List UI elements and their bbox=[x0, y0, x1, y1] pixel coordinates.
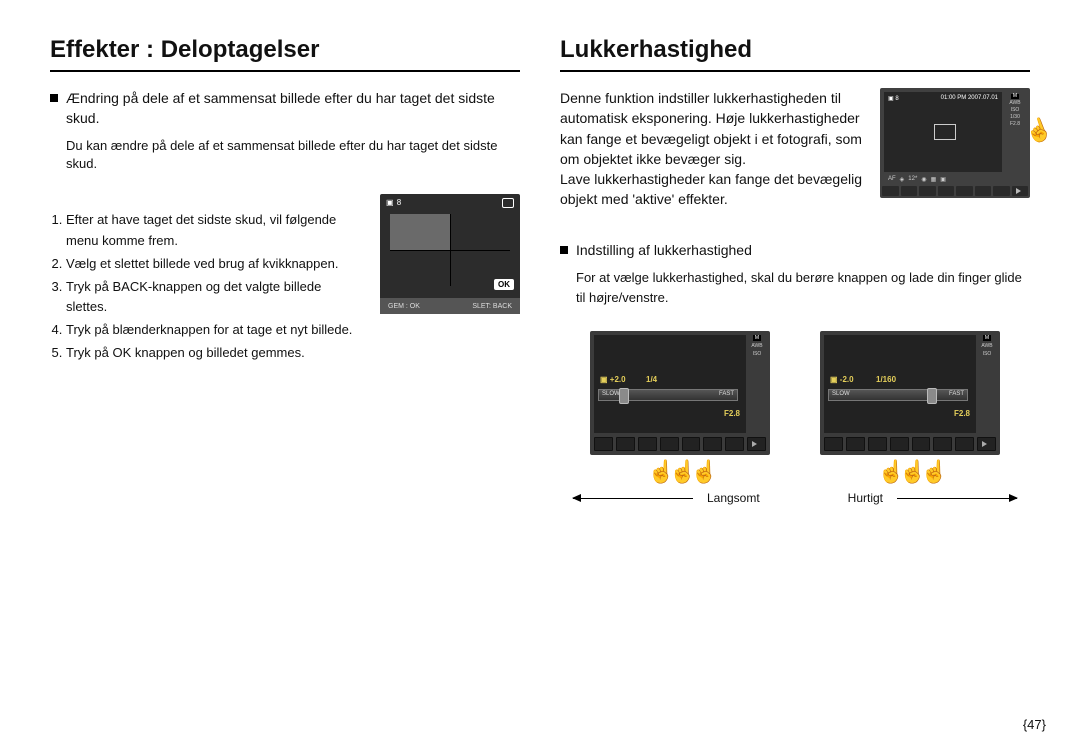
side-indicator: M bbox=[983, 335, 991, 341]
mock-top-label: ▣ 8 bbox=[386, 198, 402, 207]
right-column: Lukkerhastighed Denne funktion indstille… bbox=[550, 36, 1050, 726]
shutter-value: 1/160 bbox=[876, 375, 896, 384]
list-item: Tryk på BACK-knappen og det valgte bille… bbox=[66, 277, 366, 319]
mock-button-row bbox=[594, 437, 766, 451]
status-item: AF bbox=[888, 176, 896, 182]
composite-grid bbox=[390, 214, 510, 286]
arrow-right-icon bbox=[897, 498, 1017, 499]
left-lead-text: Ændring på dele af et sammensat billede … bbox=[66, 88, 520, 129]
aperture-value: F2.8 bbox=[954, 409, 970, 418]
side-indicator: ISO bbox=[753, 351, 762, 357]
left-column: Effekter : Deloptagelser Ændring på dele… bbox=[50, 36, 550, 726]
side-indicator: AWB bbox=[751, 343, 762, 349]
mock-button-row bbox=[824, 437, 996, 451]
arrow-left-icon bbox=[573, 498, 693, 499]
mock-side-indicators: M AWB ISO 1/30 F2.8 bbox=[1004, 92, 1026, 172]
slider-mocks-row: M AWB ISO ▣ +2.0 1/4 SLOW FAST F2.8 bbox=[560, 331, 1030, 485]
camera-screen-mock-left: ▣ 8 OK GEM : OK SLET: BACK bbox=[380, 194, 520, 314]
camera-slider-mock-fast: M AWB ISO ▣ -2.0 1/160 SLOW FAST F2.8 bbox=[820, 331, 1000, 485]
fast-caption: Hurtigt bbox=[848, 491, 883, 505]
left-heading: Effekter : Deloptagelser bbox=[50, 36, 520, 72]
square-bullet-icon bbox=[50, 94, 58, 102]
slider-thumb bbox=[619, 388, 629, 404]
bottom-right-label: SLET: BACK bbox=[472, 303, 512, 310]
shutter-slider-bar: SLOW FAST bbox=[598, 389, 738, 401]
side-indicator: F2.8 bbox=[1010, 122, 1020, 127]
right-heading: Lukkerhastighed bbox=[560, 36, 1030, 72]
list-item: Tryk på OK knappen og billedet gemmes. bbox=[66, 343, 366, 364]
mock-top-right: 01:00 PM 2007.07.01 bbox=[941, 95, 998, 102]
camera-slider-mock-slow: M AWB ISO ▣ +2.0 1/4 SLOW FAST F2.8 bbox=[590, 331, 770, 485]
slow-caption: Langsomt bbox=[707, 491, 760, 505]
arrow-labels-row: Langsomt Hurtigt bbox=[560, 491, 1030, 505]
fast-label: FAST bbox=[719, 391, 734, 397]
side-indicator: 1/30 bbox=[1010, 115, 1020, 120]
shutter-slider-bar: SLOW FAST bbox=[828, 389, 968, 401]
status-item: ▦ bbox=[931, 176, 937, 183]
section2-title: Indstilling af lukkerhastighed bbox=[576, 240, 752, 260]
square-bullet-icon bbox=[560, 246, 568, 254]
aperture-value: F2.8 bbox=[724, 409, 740, 418]
fast-label: FAST bbox=[949, 391, 964, 397]
side-indicator: ISO bbox=[983, 351, 992, 357]
swipe-hands-icon: ☝☝☝ bbox=[820, 459, 1000, 485]
mock-status-line: AF ◈ 12* ◉ ▦ ▣ bbox=[884, 174, 1002, 184]
shutter-value: 1/4 bbox=[646, 375, 657, 384]
bottom-left-label: GEM : OK bbox=[388, 303, 420, 310]
side-indicator: M bbox=[753, 335, 761, 341]
slider-thumb bbox=[927, 388, 937, 404]
left-lead-row: Ændring på dele af et sammensat billede … bbox=[50, 88, 520, 129]
side-indicator: M bbox=[1011, 94, 1019, 99]
mock-button-row bbox=[882, 186, 1028, 196]
mock-top-left: ▣ 8 bbox=[888, 95, 899, 102]
left-sub-text: Du kan ændre på dele af et sammensat bil… bbox=[66, 137, 520, 175]
grid-tile-highlight bbox=[390, 214, 450, 250]
mode-icon bbox=[502, 198, 514, 208]
status-item: ▣ bbox=[940, 176, 946, 183]
swipe-hands-icon: ☝☝☝ bbox=[590, 459, 770, 485]
play-icon bbox=[747, 437, 766, 451]
slow-label: SLOW bbox=[832, 391, 850, 397]
right-intro-text: Denne funktion indstiller lukkerhastighe… bbox=[560, 88, 868, 210]
section2-desc: For at vælge lukkerhastighed, skal du be… bbox=[576, 268, 1030, 307]
ok-badge: OK bbox=[494, 279, 514, 290]
mock-screen: ▣ 8 01:00 PM 2007.07.01 bbox=[884, 92, 1002, 172]
page-number: {47} bbox=[1023, 717, 1046, 732]
list-item: Tryk på blænderknappen for at tage et ny… bbox=[66, 320, 366, 341]
list-item: Vælg et slettet billede ved brug af kvik… bbox=[66, 254, 366, 275]
ev-value: ▣ +2.0 bbox=[600, 375, 626, 384]
play-icon bbox=[1012, 186, 1029, 196]
side-indicator: AWB bbox=[981, 343, 992, 349]
status-item: 12* bbox=[908, 176, 917, 182]
side-indicator: AWB bbox=[1009, 101, 1020, 106]
camera-screen-mock-top-right: ▣ 8 01:00 PM 2007.07.01 M AWB ISO 1/30 F… bbox=[880, 88, 1030, 198]
focus-frame-icon bbox=[934, 124, 956, 140]
play-icon bbox=[977, 437, 996, 451]
manual-page: Effekter : Deloptagelser Ændring på dele… bbox=[0, 0, 1080, 746]
section2-title-row: Indstilling af lukkerhastighed bbox=[560, 240, 1030, 260]
left-steps-list: Efter at have taget det sidste skud, vil… bbox=[66, 210, 366, 364]
slow-label: SLOW bbox=[602, 391, 620, 397]
status-item: ◈ bbox=[900, 176, 905, 183]
mock-bottom-bar: GEM : OK SLET: BACK bbox=[380, 298, 520, 314]
status-item: ◉ bbox=[921, 176, 926, 183]
side-indicator: ISO bbox=[1011, 108, 1020, 113]
list-item: Efter at have taget det sidste skud, vil… bbox=[66, 210, 366, 252]
ev-value: ▣ -2.0 bbox=[830, 375, 854, 384]
